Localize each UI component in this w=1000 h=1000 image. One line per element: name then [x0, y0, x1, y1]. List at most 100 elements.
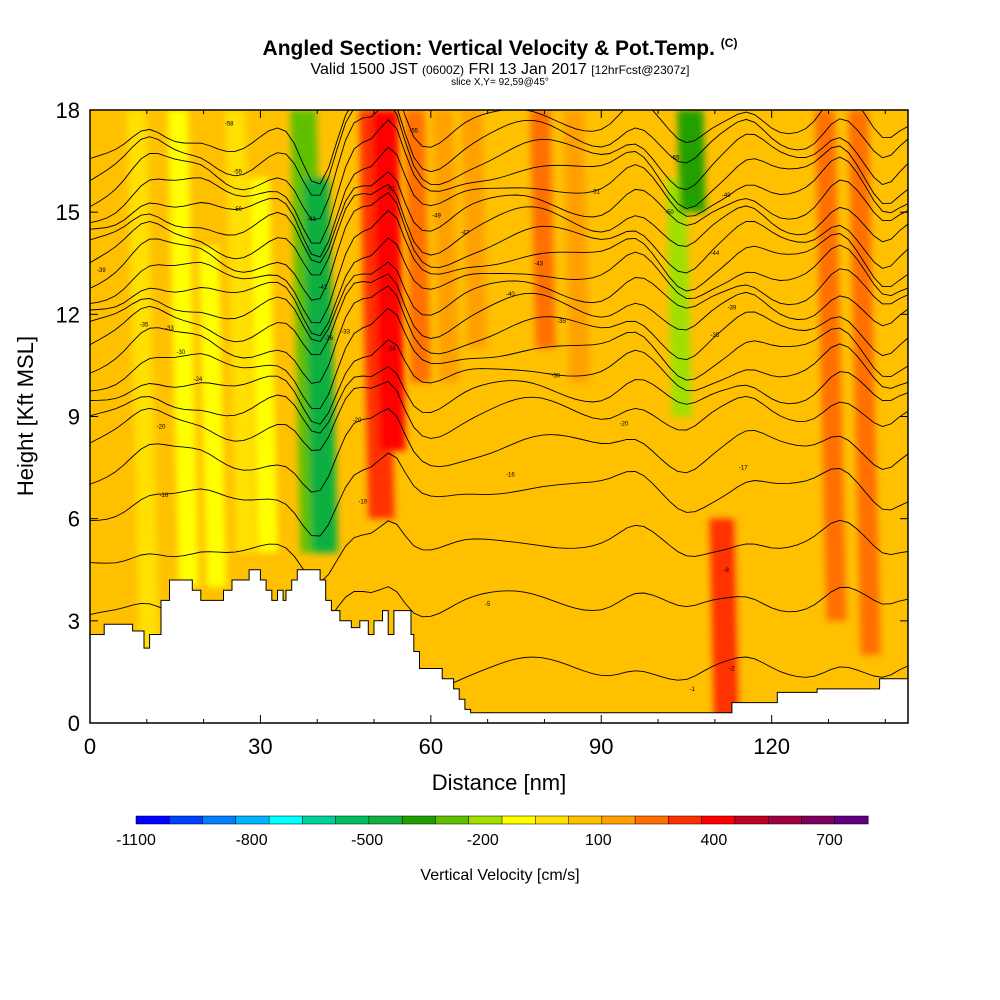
- velocity-feature: [126, 110, 160, 655]
- colorbar-tick-label: 700: [816, 832, 843, 849]
- colorbar-swatch: [135, 815, 170, 825]
- colorbar-title: Vertical Velocity [cm/s]: [420, 867, 579, 884]
- theta-contour-line: [90, 307, 908, 410]
- theta-contour-line: [90, 407, 908, 493]
- velocity-feature: [875, 246, 903, 519]
- contour-label: -20: [620, 421, 629, 427]
- x-tick-label: 120: [753, 734, 790, 759]
- velocity-feature: [814, 110, 847, 621]
- velocity-feature: [489, 110, 524, 723]
- colorbar: -1100 -800 -500 -200 100 400 700: [116, 815, 869, 849]
- velocity-feature: [775, 246, 807, 723]
- velocity-feature: [167, 110, 199, 587]
- x-tick-label: 60: [419, 734, 443, 759]
- theta-contour-line: [90, 452, 908, 537]
- theta-contour-line: [90, 339, 908, 425]
- contour-label: -36: [324, 336, 333, 342]
- x-tick-label: 30: [248, 734, 272, 759]
- contour-label: -17: [739, 466, 748, 472]
- contour-label: -55: [409, 128, 418, 134]
- contour-label: -55: [671, 156, 680, 162]
- contour-label: -50: [665, 210, 674, 216]
- colorbar-swatch: [501, 815, 536, 825]
- contour-label: -33: [165, 326, 174, 332]
- contour-label: -10: [358, 500, 367, 506]
- contour-labels: -39 -35 -33 -30 -24 -20 -16 -50 -55 -58 -48 -42 -36 -…: [97, 122, 748, 693]
- colorbar-tick-label: 400: [701, 832, 728, 849]
- velocity-feature: [677, 110, 706, 213]
- colorbar-tick-label: 100: [585, 832, 612, 849]
- theta-contour-line: [90, 209, 908, 324]
- colorbar-swatch: [202, 815, 237, 825]
- slice-info: slice X,Y= 92,59@45°: [451, 77, 549, 88]
- contour-label: -49: [432, 214, 441, 220]
- theta-contour-line: [90, 273, 908, 356]
- axes: 0 30 60 90 120 0 3 6 9 12 15 18: [56, 98, 908, 759]
- x-tick-label: 0: [84, 734, 96, 759]
- colorbar-swatch: [634, 815, 669, 825]
- contour-label: -51: [591, 190, 600, 196]
- contour-label: -30: [551, 374, 560, 380]
- contour-label: -42: [319, 285, 328, 291]
- contour-label: -16: [160, 493, 169, 499]
- y-tick-label: 18: [56, 98, 80, 123]
- velocity-feature: [848, 110, 881, 655]
- colorbar-tick-label: -500: [351, 832, 383, 849]
- velocity-feature: [563, 110, 590, 383]
- colorbar-swatch: [401, 815, 436, 825]
- contour-label: -50: [233, 207, 242, 213]
- theta-contour-line: [90, 110, 908, 221]
- velocity-feature: [642, 416, 670, 723]
- contour-label: -51: [387, 186, 396, 192]
- y-tick-label: 12: [56, 302, 80, 327]
- contour-label: -30: [177, 350, 186, 356]
- velocity-feature: [602, 416, 630, 723]
- x-tick-label: 90: [589, 734, 613, 759]
- colorbar-swatch: [568, 815, 603, 825]
- colorbar-swatch: [335, 815, 370, 825]
- theta-contour-line: [90, 146, 908, 258]
- velocity-feature: [225, 110, 256, 553]
- contour-label: -20: [157, 425, 166, 431]
- colorbar-tick-label: -200: [467, 832, 499, 849]
- velocity-features: [126, 110, 903, 723]
- contour-label: -58: [225, 122, 234, 128]
- y-tick-label: 0: [68, 711, 80, 736]
- chart-title-text: Angled Section: Vertical Velocity & Pot.…: [262, 37, 715, 60]
- theta-contour-line: [90, 519, 908, 583]
- velocity-feature: [371, 110, 406, 451]
- theta-contour-line: [90, 110, 908, 196]
- valid-zulu: (0600Z): [422, 63, 465, 77]
- contour-label: -47: [461, 231, 470, 237]
- velocity-feature: [461, 110, 488, 349]
- x-axis-title: Distance [nm]: [432, 770, 567, 795]
- contour-label: -33: [341, 329, 350, 335]
- contour-label: -35: [711, 333, 720, 339]
- y-tick-label: 6: [68, 507, 80, 532]
- colorbar-swatch: [235, 815, 270, 825]
- y-axis-title: Height [Kft MSL]: [13, 336, 38, 496]
- chart-title-units: (C): [720, 36, 738, 50]
- colorbar-swatch: [468, 815, 503, 825]
- forecast-info: [12hrFcst@2307z]: [591, 63, 690, 77]
- contour-label: -1: [689, 687, 695, 693]
- contour-label: -55: [233, 169, 242, 175]
- plot-area: -39 -35 -33 -30 -24 -20 -16 -50 -55 -58 -48 -42 -36 -…: [90, 110, 908, 723]
- contour-label: -24: [194, 377, 203, 383]
- y-tick-label: 15: [56, 200, 80, 225]
- colorbar-swatch: [268, 815, 303, 825]
- theta-contour-line: [90, 261, 908, 343]
- y-tick-label: 9: [68, 405, 80, 430]
- theta-contour-line: [90, 285, 908, 384]
- chart-subtitle: Valid 1500 JST (0600Z) FRI 13 Jan 2017 […: [0, 61, 1000, 79]
- contour-label: -44: [711, 251, 720, 257]
- theta-contour-line: [90, 183, 908, 276]
- velocity-feature: [198, 246, 227, 587]
- contour-label: -34: [387, 346, 396, 352]
- colorbar-swatch: [801, 815, 836, 825]
- velocity-feature: [731, 314, 761, 723]
- colorbar-swatch: [435, 815, 470, 825]
- contour-label: -39: [97, 268, 106, 274]
- contour-label: -39: [728, 306, 737, 312]
